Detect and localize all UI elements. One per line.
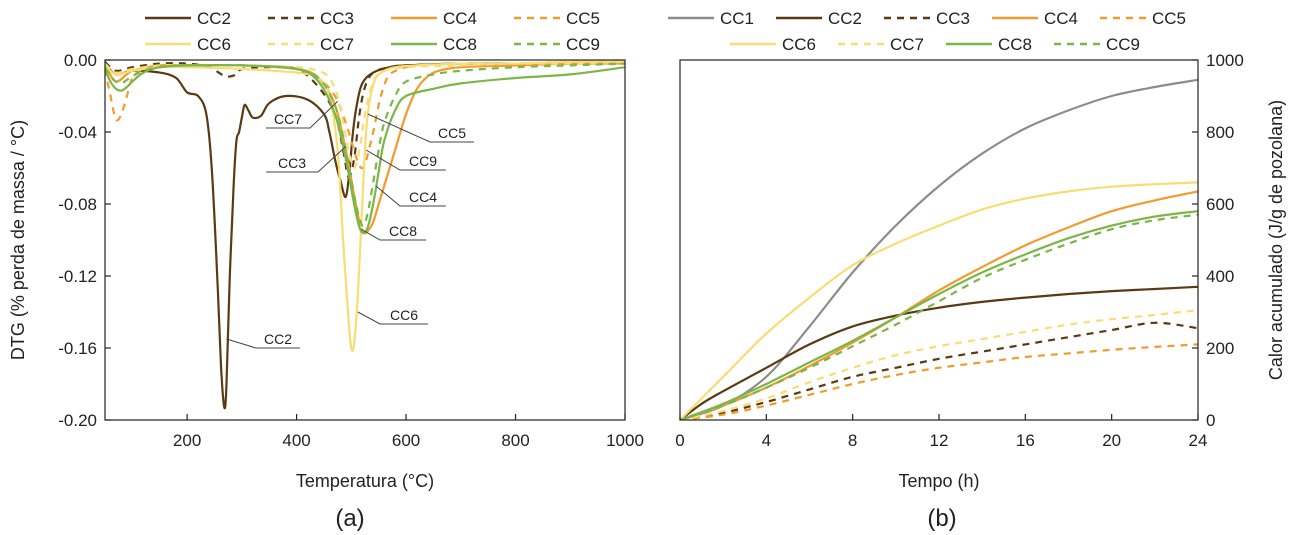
- b-y-tick-label: 400: [1206, 267, 1234, 286]
- b-y-tick-label: 0: [1206, 411, 1215, 430]
- a-x-tick-label: 200: [173, 431, 201, 450]
- annotation-leader-cc5: [367, 113, 474, 143]
- annotation-leader-cc4: [375, 185, 446, 207]
- b-x-tick-label: 4: [762, 431, 771, 450]
- b-y-tick-label: 200: [1206, 339, 1234, 358]
- b-legend-label-cc2: CC2: [828, 9, 862, 28]
- a-legend-label-cc9: CC9: [566, 35, 600, 54]
- a-series-cc2: [105, 60, 625, 410]
- panel-b-y-axis-label: Calor acumulado (J/g de pozolana): [1266, 100, 1286, 380]
- panel-b-x-ticks: 0 4 8 12 16 20 24: [675, 414, 1207, 450]
- annotation-leader-cc2: [226, 338, 300, 349]
- a-x-tick-label: 400: [282, 431, 310, 450]
- annotation-label-cc2: CC2: [264, 331, 292, 347]
- annotation-label-cc4: CC4: [409, 189, 437, 205]
- b-series-cc7: [680, 309, 1198, 420]
- b-series-cc6: [680, 181, 1198, 420]
- a-y-tick-label: -0.08: [58, 195, 97, 214]
- a-x-tick-label: 1000: [606, 431, 644, 450]
- a-series-cc9: [105, 62, 625, 227]
- annotation-leader-cc9: [365, 149, 446, 171]
- b-y-tick-label: 800: [1206, 123, 1234, 142]
- b-x-tick-label: 16: [1016, 431, 1035, 450]
- b-series-cc2: [680, 285, 1198, 420]
- panel-a-label: (a): [335, 505, 364, 532]
- annotation-label-cc5: CC5: [438, 125, 466, 141]
- b-legend-label-cc6: CC6: [782, 35, 816, 54]
- b-series-cc8: [680, 210, 1198, 420]
- panel-a-x-axis-label: Temperatura (°C): [296, 471, 434, 491]
- a-legend-label-cc4: CC4: [443, 9, 477, 28]
- b-series-cc9: [680, 213, 1198, 420]
- a-legend-label-cc2: CC2: [197, 9, 231, 28]
- annotation-leader-cc8: [360, 228, 426, 241]
- panel-b-label: (b): [927, 505, 956, 532]
- b-x-tick-label: 20: [1102, 431, 1121, 450]
- panel-a-y-axis-label: DTG (% perda de massa / °C): [8, 120, 28, 360]
- b-y-tick-label: 600: [1206, 195, 1234, 214]
- b-series-cc3: [680, 321, 1198, 420]
- annotation-leader-cc6: [357, 311, 428, 325]
- annotation-label-cc3: CC3: [278, 155, 306, 171]
- b-x-tick-label: 12: [930, 431, 949, 450]
- a-y-tick-label: 0.00: [64, 51, 97, 70]
- b-x-tick-label: 8: [848, 431, 857, 450]
- panel-a-plot-frame: [104, 59, 626, 421]
- b-x-tick-label: 0: [675, 431, 684, 450]
- a-x-tick-label: 600: [392, 431, 420, 450]
- a-legend-label-cc6: CC6: [197, 35, 231, 54]
- a-y-tick-label: -0.04: [58, 123, 97, 142]
- a-x-tick-label: 800: [501, 431, 529, 450]
- b-x-tick-label: 24: [1189, 431, 1208, 450]
- b-legend-label-cc4: CC4: [1044, 9, 1078, 28]
- annotation-leader-cc7: [266, 101, 338, 129]
- annotation-label-cc8: CC8: [389, 223, 417, 239]
- a-y-tick-label: -0.16: [58, 339, 97, 358]
- panel-a-legend: CC2 CC3 CC4 CC5 CC6 CC7 CC8 CC9: [145, 9, 600, 54]
- a-y-tick-label: -0.20: [58, 411, 97, 430]
- annotation-leader-cc3: [266, 146, 347, 173]
- b-legend-label-cc8: CC8: [998, 35, 1032, 54]
- annotation-label-cc9: CC9: [409, 153, 437, 169]
- annotation-label-cc6: CC6: [390, 307, 418, 323]
- b-legend-label-cc7: CC7: [890, 35, 924, 54]
- a-legend-label-cc8: CC8: [443, 35, 477, 54]
- b-y-tick-label: 1000: [1206, 51, 1244, 70]
- a-series-cc6: [105, 60, 625, 353]
- b-legend-label-cc1: CC1: [720, 9, 754, 28]
- a-legend-label-cc7: CC7: [320, 35, 354, 54]
- panel-b-legend: CC1 CC2 CC3 CC4 CC5 CC6 CC7 CC8 CC9: [668, 9, 1186, 54]
- a-series-cc8: [105, 63, 625, 234]
- panel-b-series: [680, 78, 1198, 420]
- b-series-cc5: [680, 343, 1198, 420]
- b-legend-label-cc3: CC3: [936, 9, 970, 28]
- panel-a-y-ticks: 0.00 -0.04 -0.08 -0.12 -0.16 -0.20: [58, 51, 111, 430]
- a-legend-label-cc3: CC3: [320, 9, 354, 28]
- b-legend-label-cc9: CC9: [1106, 35, 1140, 54]
- panel-b-y-ticks: 0 200 400 600 800 1000: [1192, 51, 1244, 430]
- annotation-label-cc7: CC7: [274, 111, 302, 127]
- panel-a-series: [105, 60, 625, 410]
- b-series-cc1: [680, 78, 1198, 420]
- panel-b-plot-frame: [679, 59, 1199, 421]
- a-legend-label-cc5: CC5: [566, 9, 600, 28]
- b-legend-label-cc5: CC5: [1152, 9, 1186, 28]
- panel-a-x-ticks: 200 400 600 800 1000: [173, 414, 644, 450]
- panel-b-x-axis-label: Tempo (h): [898, 471, 979, 491]
- a-y-tick-label: -0.12: [58, 267, 97, 286]
